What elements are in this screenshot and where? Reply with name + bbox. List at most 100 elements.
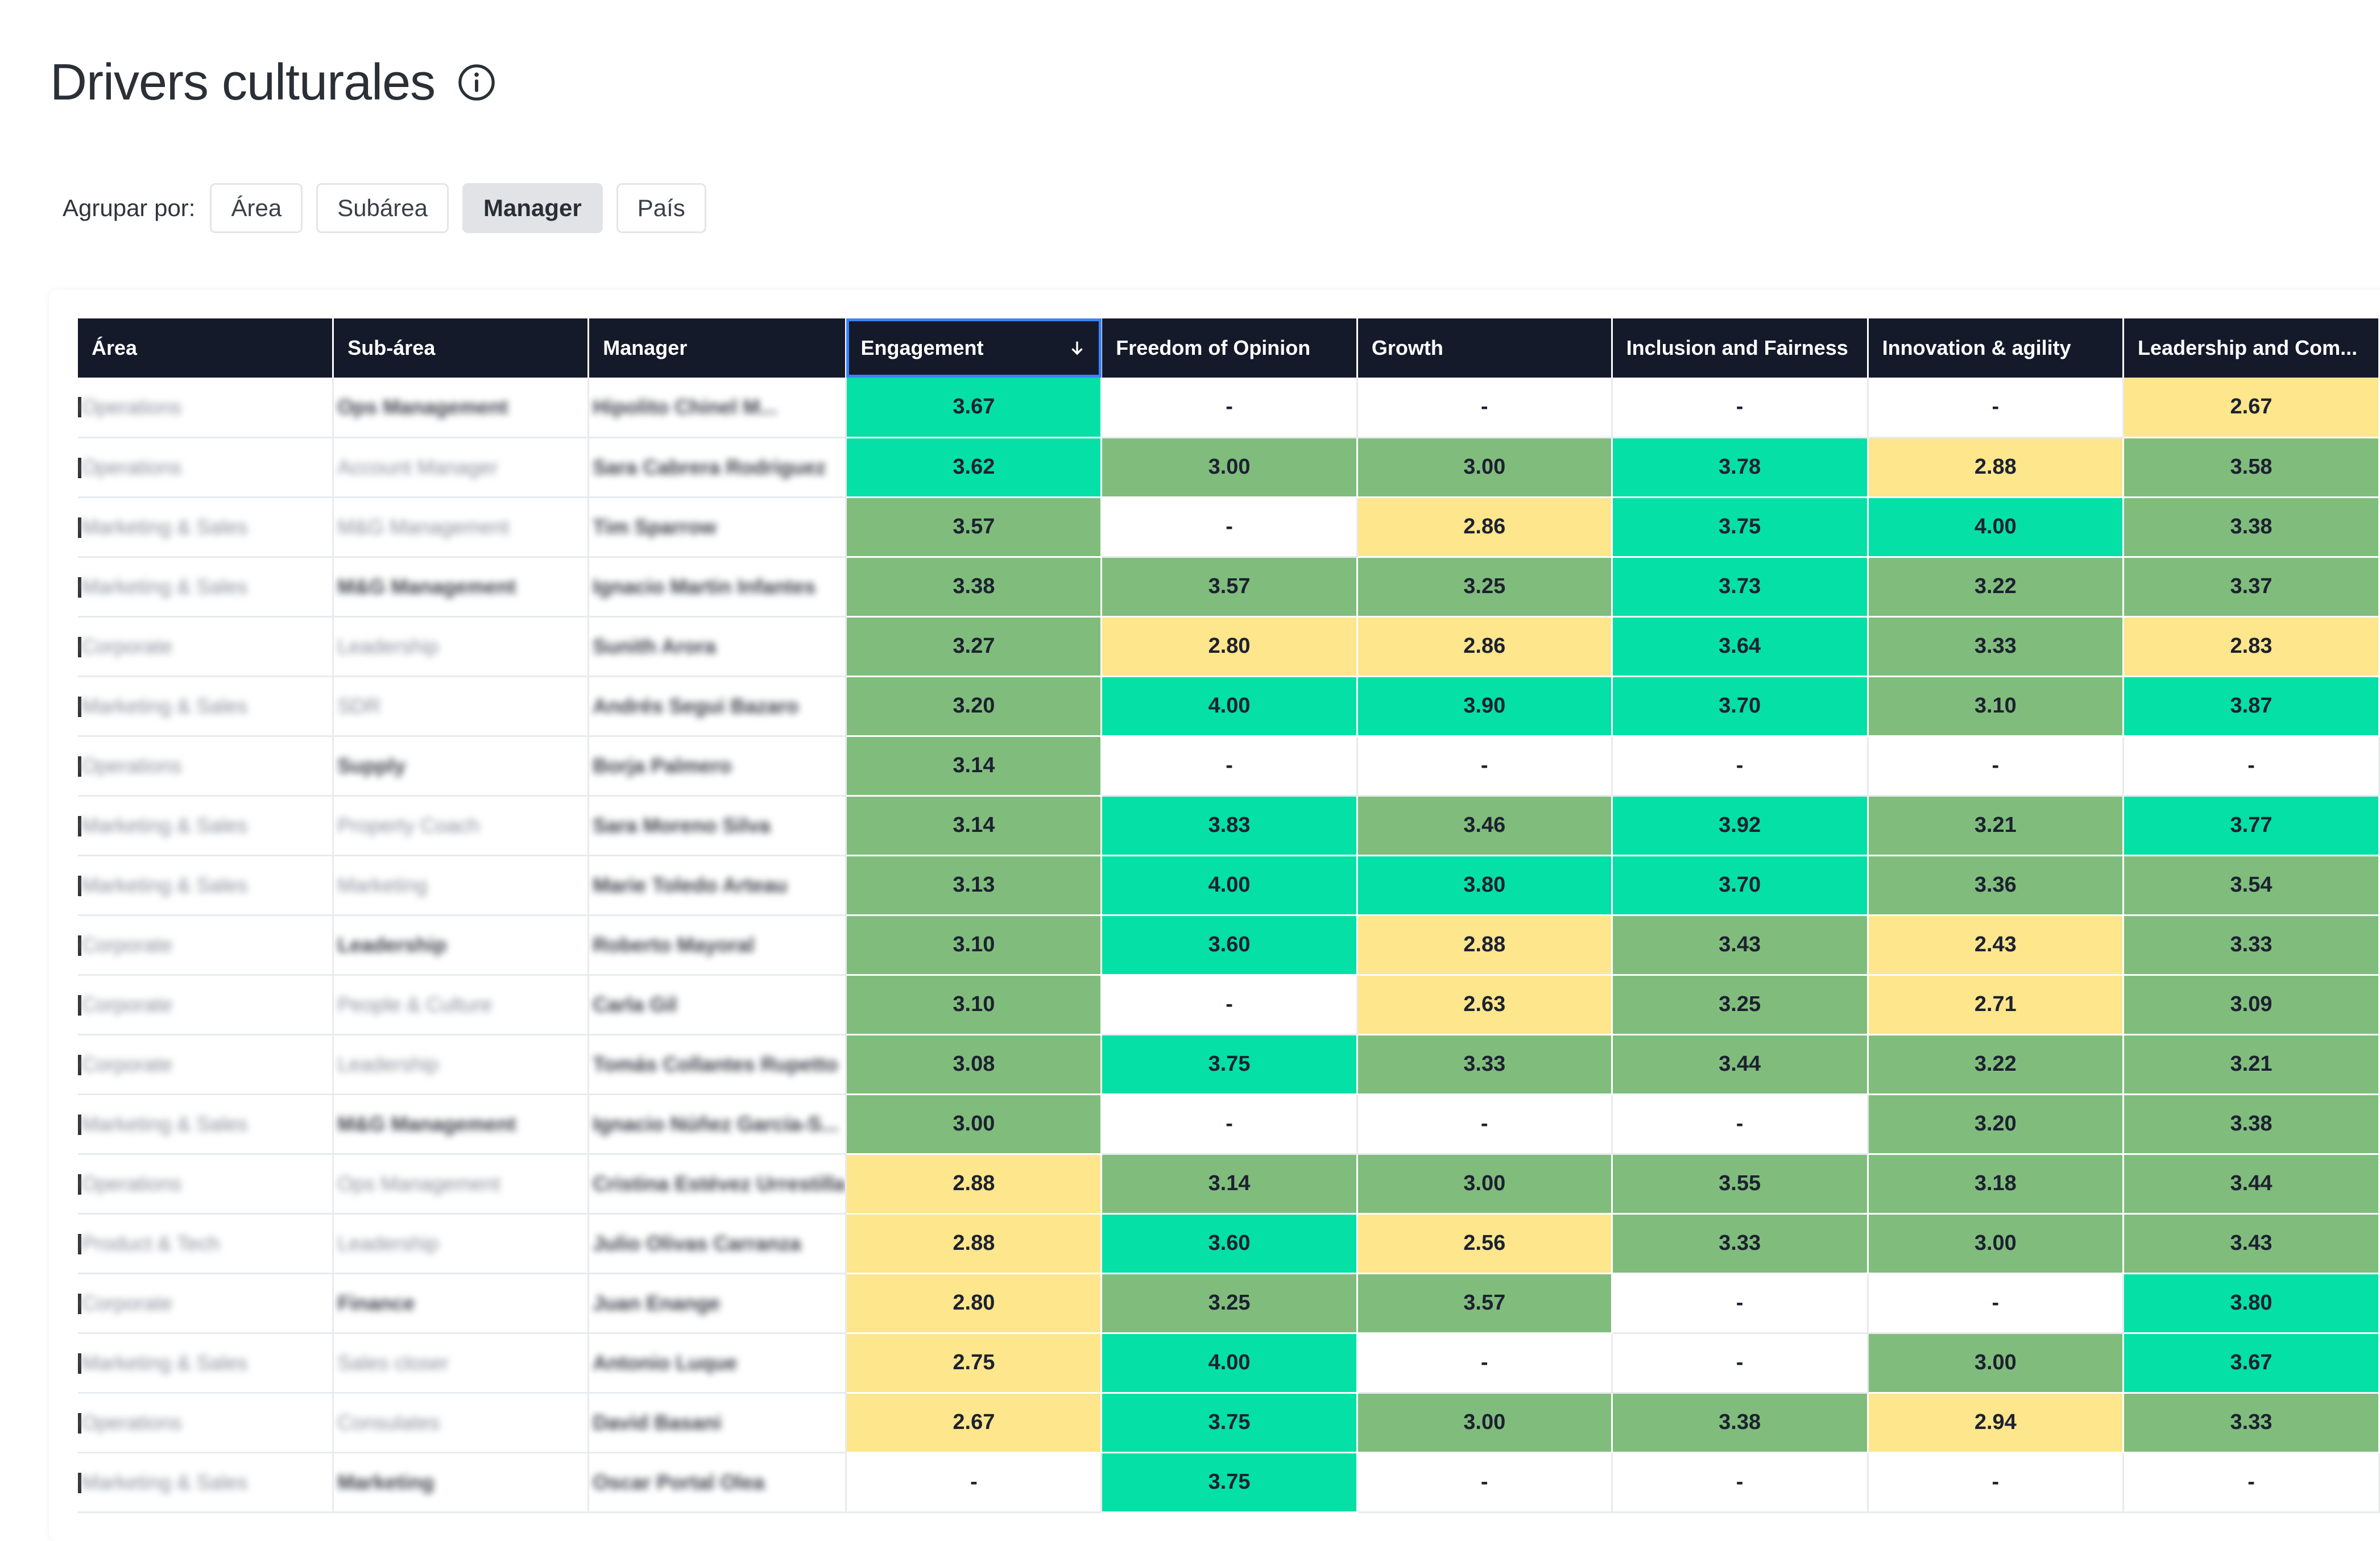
table-row[interactable]: Operations Consulates David Basani 2.67 3.75… — [78, 1393, 2380, 1453]
manager-cell-text: Andrés Segui Bazaro — [593, 694, 799, 718]
sort-descending-icon[interactable] — [1067, 338, 1087, 358]
manager-cell: Carla Gil — [588, 975, 847, 1035]
area-cell: Corporate — [78, 975, 334, 1035]
score-cell: 3.54 — [2123, 855, 2380, 916]
area-cell-text: Marketing & Sales — [81, 813, 248, 837]
subarea-cell-text: Marketing — [337, 873, 428, 897]
table-row[interactable]: Marketing & Sales M&G Management Tim Sparr… — [78, 497, 2380, 558]
score-cell: - — [2123, 1452, 2380, 1513]
page-header: Drivers culturales — [50, 57, 496, 108]
table-row[interactable]: Marketing & Sales M&G Management Ignacio N… — [78, 1094, 2380, 1155]
score-cell: - — [1101, 736, 1358, 797]
manager-cell-text: Roberto Mayoral — [593, 933, 755, 956]
table-row[interactable]: Corporate People & Culture Carla Gil 3.10-2… — [78, 975, 2380, 1035]
subarea-cell: Supply — [333, 736, 590, 797]
score-cell: 2.80 — [846, 1273, 1103, 1334]
table-row[interactable]: Corporate Leadership Roberto Mayoral 3.10 3.… — [78, 915, 2380, 976]
subarea-cell-text: Leadership — [337, 933, 447, 956]
score-cell: 3.44 — [2123, 1154, 2380, 1215]
drivers-table: Área Sub-área Manager Engagement Freedom of … — [78, 318, 2380, 1513]
table-row[interactable]: Operations Supply Borja Palmero 3.14- - - - - — [78, 736, 2380, 797]
area-cell-text: Marketing & Sales — [81, 1351, 248, 1374]
score-cell: 3.38 — [846, 557, 1103, 618]
subarea-cell-text: Leadership — [337, 1052, 439, 1076]
subarea-cell-text: Finance — [337, 1291, 415, 1315]
row-marker — [78, 1293, 81, 1314]
group-by-subarea-button[interactable]: Subárea — [316, 183, 449, 233]
area-cell: Operations — [78, 1393, 334, 1453]
score-cell: 3.00 — [1868, 1213, 2125, 1274]
column-header-innovation-agility[interactable]: Innovation & agility — [1868, 318, 2125, 378]
group-by-manager-button[interactable]: Manager — [462, 183, 603, 233]
row-marker — [78, 815, 81, 836]
manager-cell-text: Ignacio Núñez García-S... — [593, 1112, 839, 1136]
table-row[interactable]: Corporate Leadership Tomás Collantes Rupet… — [78, 1034, 2380, 1095]
table-row[interactable]: Operations Account Manager Sara Cabrera Ro… — [78, 437, 2380, 498]
subarea-cell-text: Consulates — [337, 1410, 440, 1434]
table-row[interactable]: Marketing & Sales Marketing Oscar Portal O… — [78, 1452, 2380, 1513]
row-marker — [78, 457, 81, 478]
column-header-label: Área — [92, 336, 138, 359]
score-cell: 3.14 — [1101, 1154, 1358, 1215]
row-marker — [78, 1353, 81, 1374]
table-row[interactable]: Corporate Leadership Sunith Arora 3.27 2.80 2… — [78, 616, 2380, 677]
column-header-label: Engagement — [860, 336, 984, 359]
score-cell: 3.27 — [846, 616, 1103, 677]
score-cell: - — [1612, 736, 1869, 797]
column-header-growth[interactable]: Growth — [1357, 318, 1613, 378]
manager-cell: Sara Cabrera Rodriguez — [588, 437, 847, 498]
score-cell: 3.08 — [846, 1034, 1103, 1095]
table-row[interactable]: Operations Ops Management Hipolito Chinel … — [78, 378, 2380, 438]
score-cell: 3.22 — [1868, 1034, 2125, 1095]
table-row[interactable]: Product & Tech Leadership Julio Olivas Car… — [78, 1213, 2380, 1274]
subarea-cell-text: People & Culture — [337, 992, 492, 1016]
group-by-country-button[interactable]: País — [616, 183, 706, 233]
manager-cell: Ignacio Martin Infantes — [588, 557, 847, 618]
score-cell: 4.00 — [1101, 855, 1358, 916]
score-cell: - — [1101, 378, 1358, 438]
area-cell-text: Marketing & Sales — [81, 574, 248, 598]
info-icon[interactable] — [457, 63, 496, 102]
table-row[interactable]: Marketing & Sales Property Coach Sara More… — [78, 796, 2380, 856]
area-cell-text: Marketing & Sales — [81, 873, 248, 897]
score-cell: - — [1612, 1094, 1869, 1155]
area-cell-text: Operations — [81, 1171, 182, 1195]
column-header-subarea[interactable]: Sub-área — [333, 318, 590, 378]
row-marker — [78, 1472, 81, 1493]
manager-cell: Borja Palmero — [588, 736, 847, 797]
table-row[interactable]: Operations Ops Management Cristina Estévez… — [78, 1154, 2380, 1215]
area-cell: Marketing & Sales — [78, 1333, 334, 1394]
column-header-manager[interactable]: Manager — [588, 318, 847, 378]
group-by-area-button[interactable]: Área — [210, 183, 303, 233]
column-header-area[interactable]: Área — [78, 318, 334, 378]
column-header-engagement[interactable]: Engagement — [846, 318, 1103, 378]
column-header-leadership[interactable]: Leadership and Com... — [2123, 318, 2380, 378]
table-row[interactable]: Marketing & Sales M&G Management Ignacio M… — [78, 557, 2380, 618]
score-cell: - — [1101, 975, 1358, 1035]
manager-cell-text: Ignacio Martin Infantes — [593, 574, 816, 598]
score-cell: 2.86 — [1357, 616, 1613, 677]
subarea-cell-text: Marketing — [337, 1470, 434, 1494]
score-cell: 3.33 — [1357, 1034, 1613, 1095]
score-cell: 3.67 — [2123, 1333, 2380, 1394]
table-row[interactable]: Marketing & Sales Marketing Marie Toledo A… — [78, 855, 2380, 916]
subarea-cell-text: Supply — [337, 753, 406, 777]
table-row[interactable]: Marketing & Sales Sales closer Antonio Luq… — [78, 1333, 2380, 1394]
score-cell: 4.00 — [1868, 497, 2125, 558]
score-cell: 3.38 — [2123, 497, 2380, 558]
subarea-cell: Marketing — [333, 855, 590, 916]
table-row[interactable]: Corporate Finance Juan Enange 2.80 3.25 3.57-… — [78, 1273, 2380, 1334]
subarea-cell-text: Leadership — [337, 634, 439, 658]
column-header-inclusion-and-fairness[interactable]: Inclusion and Fairness — [1612, 318, 1869, 378]
score-cell: 3.22 — [1868, 557, 2125, 618]
score-cell: 3.00 — [1101, 437, 1358, 498]
group-by-label: Agrupar por: — [63, 194, 196, 221]
page-title: Drivers culturales — [50, 54, 436, 111]
area-cell: Marketing & Sales — [78, 796, 334, 856]
table-row[interactable]: Marketing & Sales SDR Andrés Segui Bazaro 3… — [78, 676, 2380, 737]
subarea-cell: Leadership — [333, 1034, 590, 1095]
manager-cell: Hipolito Chinel M... — [588, 378, 847, 438]
column-header-freedom-of-opinion[interactable]: Freedom of Opinion — [1101, 318, 1358, 378]
score-cell: 3.00 — [1357, 437, 1613, 498]
score-cell: 3.25 — [1101, 1273, 1358, 1334]
